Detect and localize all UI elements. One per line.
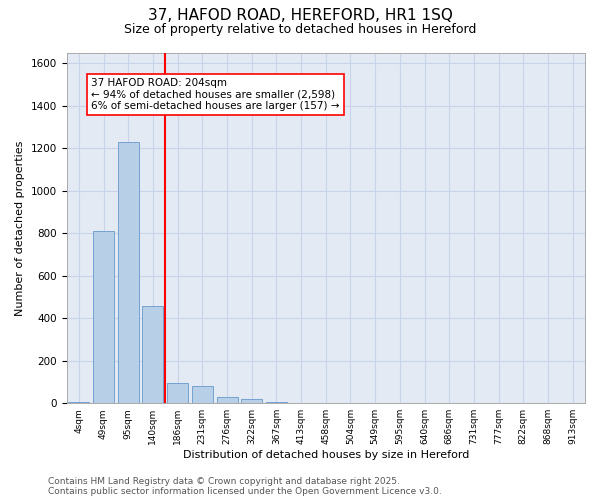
Bar [192, 386, 213, 403]
Text: Size of property relative to detached houses in Hereford: Size of property relative to detached ho… [124, 22, 476, 36]
Y-axis label: Number of detached properties: Number of detached properties [15, 140, 25, 316]
Bar [118, 142, 139, 403]
Bar [241, 399, 262, 403]
Text: 37 HAFOD ROAD: 204sqm
← 94% of detached houses are smaller (2,598)
6% of semi-de: 37 HAFOD ROAD: 204sqm ← 94% of detached … [91, 78, 340, 111]
Bar [93, 231, 114, 403]
Bar [167, 383, 188, 403]
Text: Contains HM Land Registry data © Crown copyright and database right 2025.
Contai: Contains HM Land Registry data © Crown c… [48, 476, 442, 496]
Bar [266, 402, 287, 403]
Bar [142, 306, 163, 403]
X-axis label: Distribution of detached houses by size in Hereford: Distribution of detached houses by size … [182, 450, 469, 460]
Bar [217, 397, 238, 403]
Text: 37, HAFOD ROAD, HEREFORD, HR1 1SQ: 37, HAFOD ROAD, HEREFORD, HR1 1SQ [148, 8, 452, 22]
Bar [68, 402, 89, 403]
